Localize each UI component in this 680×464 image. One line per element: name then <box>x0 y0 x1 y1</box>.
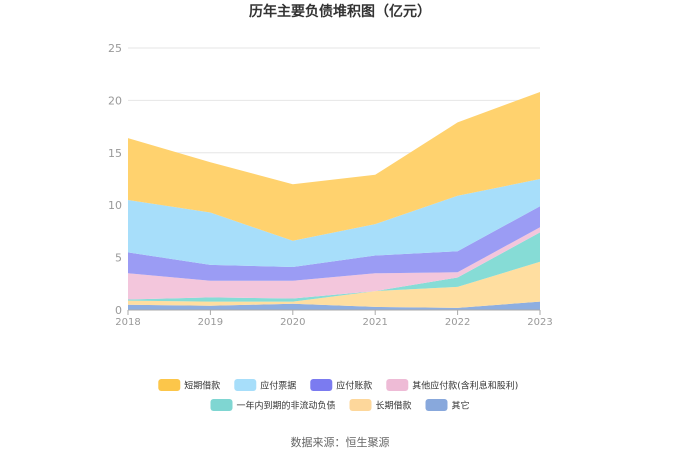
legend-swatch <box>210 399 233 411</box>
legend-swatch <box>234 379 257 391</box>
legend-swatch <box>310 379 333 391</box>
y-tick-label: 20 <box>108 94 122 107</box>
y-tick-label: 10 <box>108 199 122 212</box>
legend-label: 应付账款 <box>336 380 372 392</box>
chart-title: 历年主要负债堆积图（亿元） <box>249 3 431 20</box>
x-tick-label: 2021 <box>362 317 387 328</box>
legend-swatch <box>158 379 181 391</box>
x-tick-label: 2023 <box>527 317 552 328</box>
area-series-1 <box>128 261 540 308</box>
area-series-group <box>128 92 540 310</box>
y-tick-label: 5 <box>115 252 122 265</box>
area-series-5 <box>128 179 540 267</box>
x-tick-label: 2020 <box>280 317 305 328</box>
legend-label: 长期借款 <box>376 400 412 412</box>
legend-label: 其他应付款(含利息和股利) <box>412 380 518 392</box>
legend-label: 应付票据 <box>260 380 296 392</box>
area-series-6 <box>128 92 540 241</box>
area-series-3 <box>128 227 540 300</box>
legend-swatch <box>425 399 448 411</box>
legend-label: 短期借款 <box>184 380 220 392</box>
y-tick-label: 0 <box>115 304 122 317</box>
legend-label: 一年内到期的非流动负债 <box>237 400 336 412</box>
x-tick-label: 2018 <box>115 317 140 328</box>
y-tick-label: 15 <box>108 147 122 160</box>
area-series-0 <box>128 301 540 310</box>
legend-swatch <box>386 379 409 391</box>
legend-label: 其它 <box>452 400 470 412</box>
x-tick-label: 2019 <box>198 317 223 328</box>
area-series-4 <box>128 206 540 281</box>
legend: 短期借款 应付票据 应付账款 其他应付款(含利息和股利) 一年内到期的非流动负债 长期借款… <box>158 379 518 412</box>
area-series-2 <box>128 232 540 302</box>
x-tick-label: 2022 <box>445 317 470 328</box>
data-source: 数据来源：恒生聚源 <box>291 435 390 449</box>
y-tick-label: 25 <box>108 42 122 55</box>
axes: 0 5 10 15 20 25 2018 2019 2020 2021 2022 2023 <box>108 42 553 328</box>
legend-swatch <box>349 399 372 411</box>
